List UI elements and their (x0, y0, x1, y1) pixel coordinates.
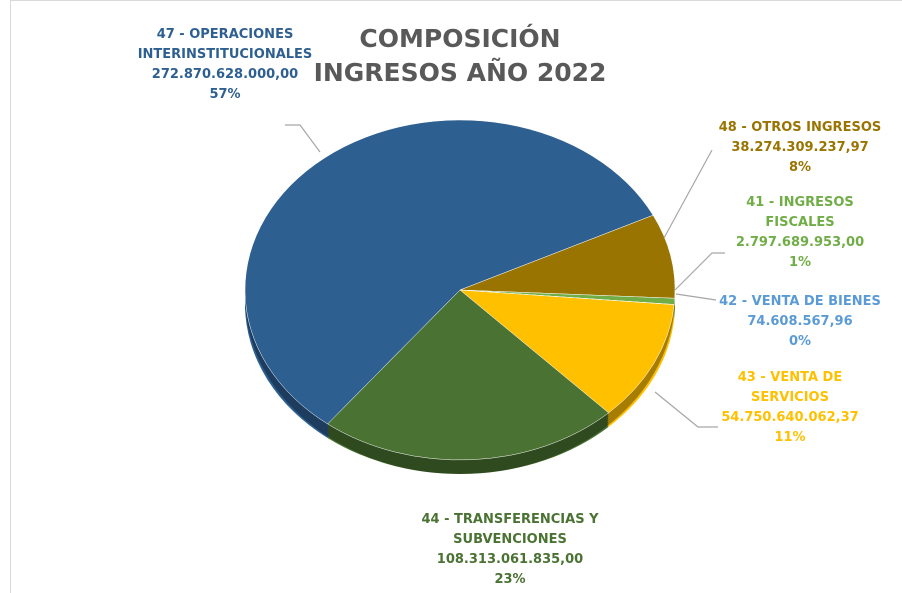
label-name: 41 - INGRESOS FISCALES (746, 195, 854, 230)
chart-title: COMPOSICIÓN INGRESOS AÑO 2022 (313, 24, 607, 87)
label-name: 48 - OTROS INGRESOS (718, 120, 882, 135)
leader-lines (285, 124, 725, 428)
label-percent: 0% (788, 334, 812, 349)
label-value: 54.750.640.062,37 (721, 410, 859, 425)
slice (459, 289, 675, 414)
data-label: 42 - VENTA DE BIENES 74.608.567,96 0% (700, 292, 900, 352)
label-name: 42 - VENTA DE BIENES (719, 294, 881, 309)
data-label: 47 - OPERACIONES INTERINSTITUCIONALES 272… (125, 25, 325, 105)
label-value: 2.797.689.953,00 (735, 235, 865, 250)
leader-line (654, 391, 718, 428)
pie-top (244, 119, 676, 461)
leader-line (663, 149, 713, 239)
leader-line (285, 124, 321, 153)
label-value: 38.274.309.237,97 (731, 140, 869, 155)
label-percent: 11% (774, 430, 806, 445)
leader-line (674, 252, 725, 291)
slice (327, 289, 610, 461)
label-name: 44 - TRANSFERENCIAS Y SUBVENCIONES (421, 512, 599, 547)
label-name: 43 - VENTA DE SERVICIOS (737, 370, 843, 405)
data-label: 44 - TRANSFERENCIAS Y SUBVENCIONES 108.31… (410, 510, 610, 590)
data-label: 48 - OTROS INGRESOS 38.274.309.237,97 8% (700, 118, 900, 178)
label-value: 74.608.567,96 (747, 314, 853, 329)
data-label: 41 - INGRESOS FISCALES 2.797.689.953,00 1% (720, 193, 880, 273)
frame (10, 0, 902, 593)
leader-line (675, 293, 717, 301)
slice (459, 214, 676, 299)
label-value: 108.313.061.835,00 (436, 552, 584, 567)
label-name: 47 - OPERACIONES INTERINSTITUCIONALES (137, 27, 313, 62)
label-value: 272.870.628.000,00 (151, 67, 299, 82)
label-percent: 1% (788, 255, 812, 270)
slice (244, 119, 654, 425)
label-percent: 23% (494, 572, 526, 587)
label-percent: 8% (788, 160, 812, 175)
label-percent: 57% (209, 87, 241, 102)
data-label: 43 - VENTA DE SERVICIOS 54.750.640.062,37… (700, 368, 880, 448)
